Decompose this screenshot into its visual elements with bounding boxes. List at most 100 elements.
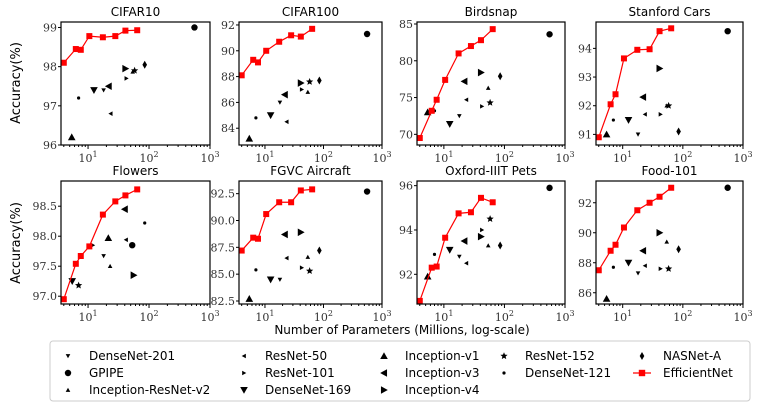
x-tick-label: 103 [200,150,219,165]
x-tick-label: 101 [434,309,453,324]
point-densenet-169 [445,120,454,128]
x-tick-label: 101 [79,150,98,165]
efficientnet-point [77,253,84,259]
y-tick-label: 88 [221,71,235,84]
point-inception-v4 [122,64,130,73]
y-tick-label: 90.0 [211,214,236,227]
point-inception-v1 [602,130,611,138]
legend-item: GPIPE [64,366,124,380]
efficientnet-point [455,50,462,57]
point-densenet-121 [254,268,258,272]
point-resnet-50 [108,111,113,116]
efficientnet-point [428,107,435,114]
y-tick-label: 82.5 [211,295,236,308]
y-axis-label-bottom: Accuracy(%) [9,202,24,284]
legend-item: ResNet-152 [500,349,595,363]
point-resnet-152 [74,281,83,289]
y-tick-label: 98.5 [33,200,58,213]
y-tick-label: 84 [221,122,235,135]
efficientnet-point [276,199,283,206]
y-tick-label: 92 [578,100,592,113]
y-tick-label: 75 [399,92,413,105]
legend-item: EfficientNet [633,366,733,380]
panel-food-101: Food-101 86 88 90 92 101 102 103 [578,164,753,324]
point-inception-v1 [245,134,254,142]
x-tick-label: 102 [495,309,514,324]
plot-frame [60,21,211,146]
point-densenet-121 [611,118,615,122]
legend-item: Inception-v3 [380,366,479,380]
legend-marker [639,352,645,360]
efficientnet-point [442,76,449,83]
point-inception-v4 [477,68,485,77]
x-tick-exponent: 1 [627,150,632,159]
efficientnet-point [263,211,270,218]
point-densenet-169 [266,112,275,120]
legend-label: DenseNet-201 [89,349,175,363]
panel-cifar100: CIFAR100 84 86 88 90 92 101 102 103 [221,5,392,165]
y-tick-label: 93 [578,71,592,84]
y-tick-label: 92 [578,197,592,210]
efficientnet-point [99,211,106,218]
point-gpipe [129,242,136,249]
panel-title: Stanford Cars [629,5,711,19]
legend-marker [64,369,72,377]
point-inception-v3 [120,205,128,213]
efficientnet-point [595,134,602,141]
point-densenet-201 [101,254,106,259]
efficientnet-point [72,46,79,53]
point-inception-v1 [423,272,432,280]
point-resnet-50 [464,97,469,103]
legend-label: Inception-v4 [405,383,479,397]
efficientnet-point [112,33,119,40]
panel-title: Flowers [113,164,159,178]
legend-label: ResNet-50 [265,349,327,363]
x-tick-label: 102 [673,150,692,165]
y-tick-label: 92 [221,19,235,32]
efficientnet-point [297,187,304,194]
efficientnet-point [238,247,245,254]
point-inception-v4 [656,64,664,73]
efficientnet-point [112,198,119,205]
x-tick-exponent: 3 [386,309,391,318]
y-tick-label: 70 [399,128,413,141]
x-tick-exponent: 3 [747,309,752,318]
point-resnet-101 [480,104,485,109]
point-densenet-201 [635,271,641,276]
x-tick-exponent: 3 [214,150,219,159]
panel-title: CIFAR10 [111,5,161,19]
point-inception-v4 [297,228,305,237]
point-resnet-152 [486,98,494,106]
efficientnet-point [250,234,257,241]
x-tick-label: 101 [255,150,274,165]
efficientnet-point [99,34,106,41]
y-tick-label: 98 [43,61,57,74]
point-inception-v3 [104,82,112,91]
point-gpipe [546,31,553,38]
panel-title: Oxford-IIIT Pets [445,164,537,178]
x-tick-exponent: 1 [269,309,274,318]
efficientnet-point [309,186,316,193]
y-tick-label: 97 [43,100,57,113]
legend-item: ResNet-50 [241,349,327,363]
efficientnet-line [241,188,313,251]
y-tick-label: 86 [578,287,592,300]
legend-marker [380,352,388,360]
x-tick-exponent: 3 [386,150,391,159]
legend-item: NASNet-A [639,349,722,363]
efficientnet-point [428,264,435,271]
point-inception-resnet-v2 [485,243,491,248]
point-inception-v3 [639,246,647,255]
y-tick-label: 94 [399,224,413,237]
efficientnet-point [489,199,496,206]
x-tick-label: 102 [495,150,514,165]
point-inception-v3 [460,237,468,245]
point-densenet-121 [432,252,437,256]
plot-frame [595,180,744,305]
panel-stanford-cars: Stanford Cars 91 92 93 94 101 102 103 [578,5,753,165]
legend-label: Inception-ResNet-v2 [89,383,210,397]
y-tick-label: 96 [399,180,413,193]
point-inception-v3 [280,230,288,239]
point-densenet-169 [90,87,98,94]
